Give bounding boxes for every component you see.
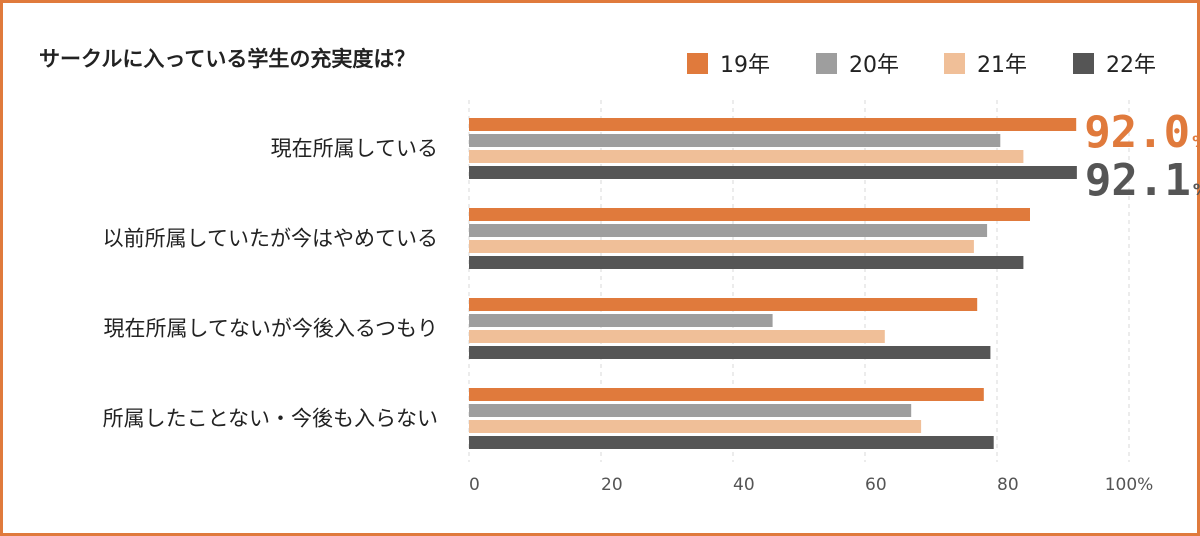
bar — [469, 298, 978, 311]
category-label: 以前所属していたが今はやめている — [103, 227, 438, 251]
category-label: 所属したことない・今後も入らない — [103, 407, 438, 431]
bar — [469, 150, 1024, 163]
bar — [469, 224, 988, 237]
x-tick-label: 100% — [1105, 475, 1154, 495]
legend-item: 21年 — [944, 47, 1027, 79]
x-tick-label: 40 — [733, 475, 755, 495]
legend-label: 21年 — [977, 53, 1027, 78]
bar — [469, 346, 991, 359]
x-tick-label: 0 — [469, 475, 480, 495]
chart-title: サークルに入っている学生の充実度は？ — [39, 47, 416, 71]
x-tick-label: 80 — [997, 475, 1019, 495]
legend-label: 20年 — [849, 53, 899, 78]
bar — [469, 314, 773, 327]
category-label: 現在所属してないが今後入るつもり — [103, 317, 438, 341]
bar — [469, 388, 984, 401]
legend-label: 19年 — [720, 53, 770, 78]
legend-item: 19年 — [687, 47, 770, 79]
x-tick-label: 20 — [601, 475, 623, 495]
category-label: 現在所属している — [271, 137, 438, 161]
legend-swatch — [944, 52, 965, 74]
legend-label: 22年 — [1106, 53, 1156, 78]
value-annotation: 92.1% — [1085, 155, 1200, 206]
bar — [469, 166, 1077, 179]
bar — [469, 134, 1001, 147]
bar — [469, 256, 1024, 269]
x-tick-label: 60 — [865, 475, 887, 495]
bar — [469, 436, 994, 449]
legend-item: 20年 — [816, 47, 899, 79]
legend-swatch — [816, 52, 837, 74]
legend-swatch — [687, 52, 708, 74]
bar — [469, 404, 912, 417]
legend-item: 22年 — [1073, 47, 1156, 79]
bar — [469, 420, 922, 433]
value-annotation: 92.0% — [1084, 107, 1200, 158]
bar — [469, 208, 1030, 221]
legend-swatch — [1073, 52, 1094, 74]
bar — [469, 118, 1077, 131]
bar — [469, 330, 885, 343]
bar — [469, 240, 974, 253]
